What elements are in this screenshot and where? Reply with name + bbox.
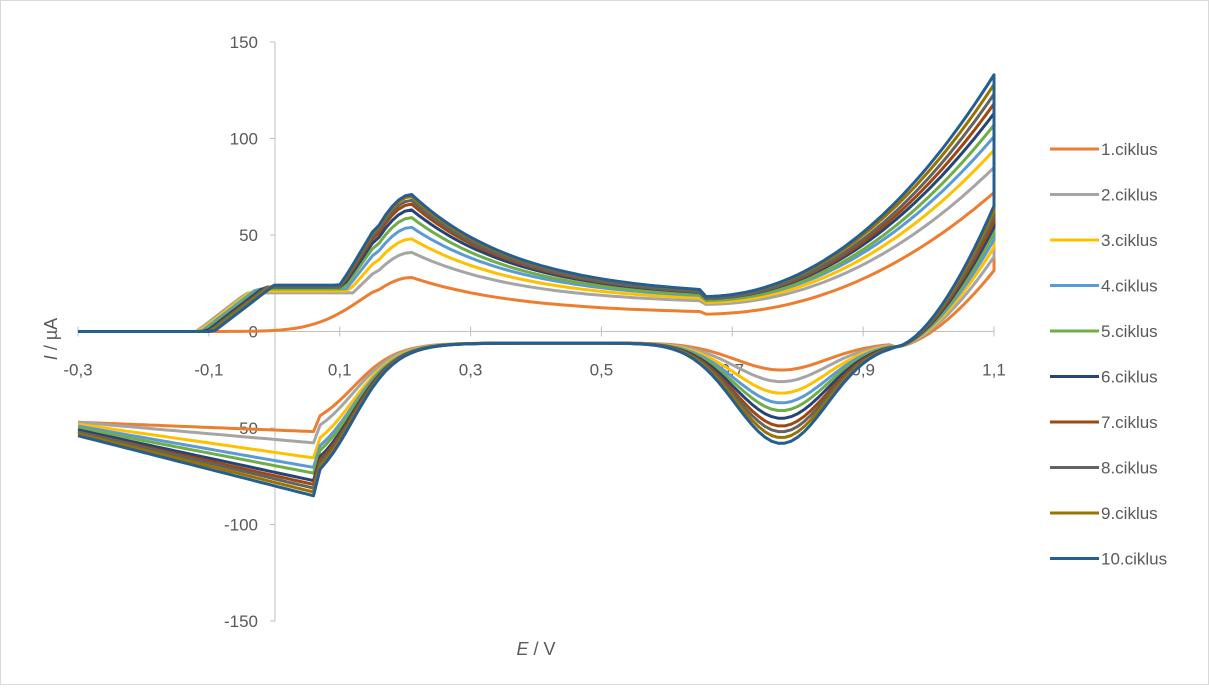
legend-label: 9.ciklus [1101, 504, 1158, 523]
series-line-10-ciklus [77, 73, 996, 498]
y-tick-label: 100 [230, 130, 258, 149]
x-tick-label: 0,1 [328, 361, 352, 380]
series-line-6-ciklus [77, 111, 996, 483]
x-tick-label: -0,3 [63, 361, 92, 380]
x-tick-label: 0,5 [590, 361, 614, 380]
legend-label: 4.ciklus [1101, 277, 1158, 296]
series-line-5-ciklus [77, 123, 996, 475]
series-line-2-ciklus [77, 166, 996, 445]
y-tick-label: -100 [224, 516, 258, 535]
legend-label: 3.ciklus [1101, 231, 1158, 250]
legend-label: 7.ciklus [1101, 413, 1158, 432]
legend: 1.ciklus 2.ciklus 3.ciklus 4.ciklus 5.ciklus… [1050, 140, 1167, 569]
y-tick-label: 150 [230, 33, 258, 52]
series-layer [77, 73, 996, 498]
x-tick-label: 0,3 [459, 361, 483, 380]
y-tick-label: 50 [239, 226, 258, 245]
legend-label: 1.ciklus [1101, 140, 1158, 159]
y-axis-title: I / µA [41, 318, 61, 360]
x-tick-label: 1,1 [982, 361, 1006, 380]
x-axis-title: E / V [516, 639, 555, 659]
legend-label: 5.ciklus [1101, 322, 1158, 341]
x-tick-label: -0,1 [194, 361, 223, 380]
legend-label: 8.ciklus [1101, 459, 1158, 478]
series-line-3-ciklus [77, 148, 996, 460]
legend-label: 10.ciklus [1101, 550, 1167, 569]
series-line-1-ciklus [77, 191, 996, 434]
legend-label: 6.ciklus [1101, 368, 1158, 387]
axis-title-group: E / V I / µA [41, 318, 556, 659]
legend-label: 2.ciklus [1101, 186, 1158, 205]
y-tick-label: -150 [224, 612, 258, 631]
